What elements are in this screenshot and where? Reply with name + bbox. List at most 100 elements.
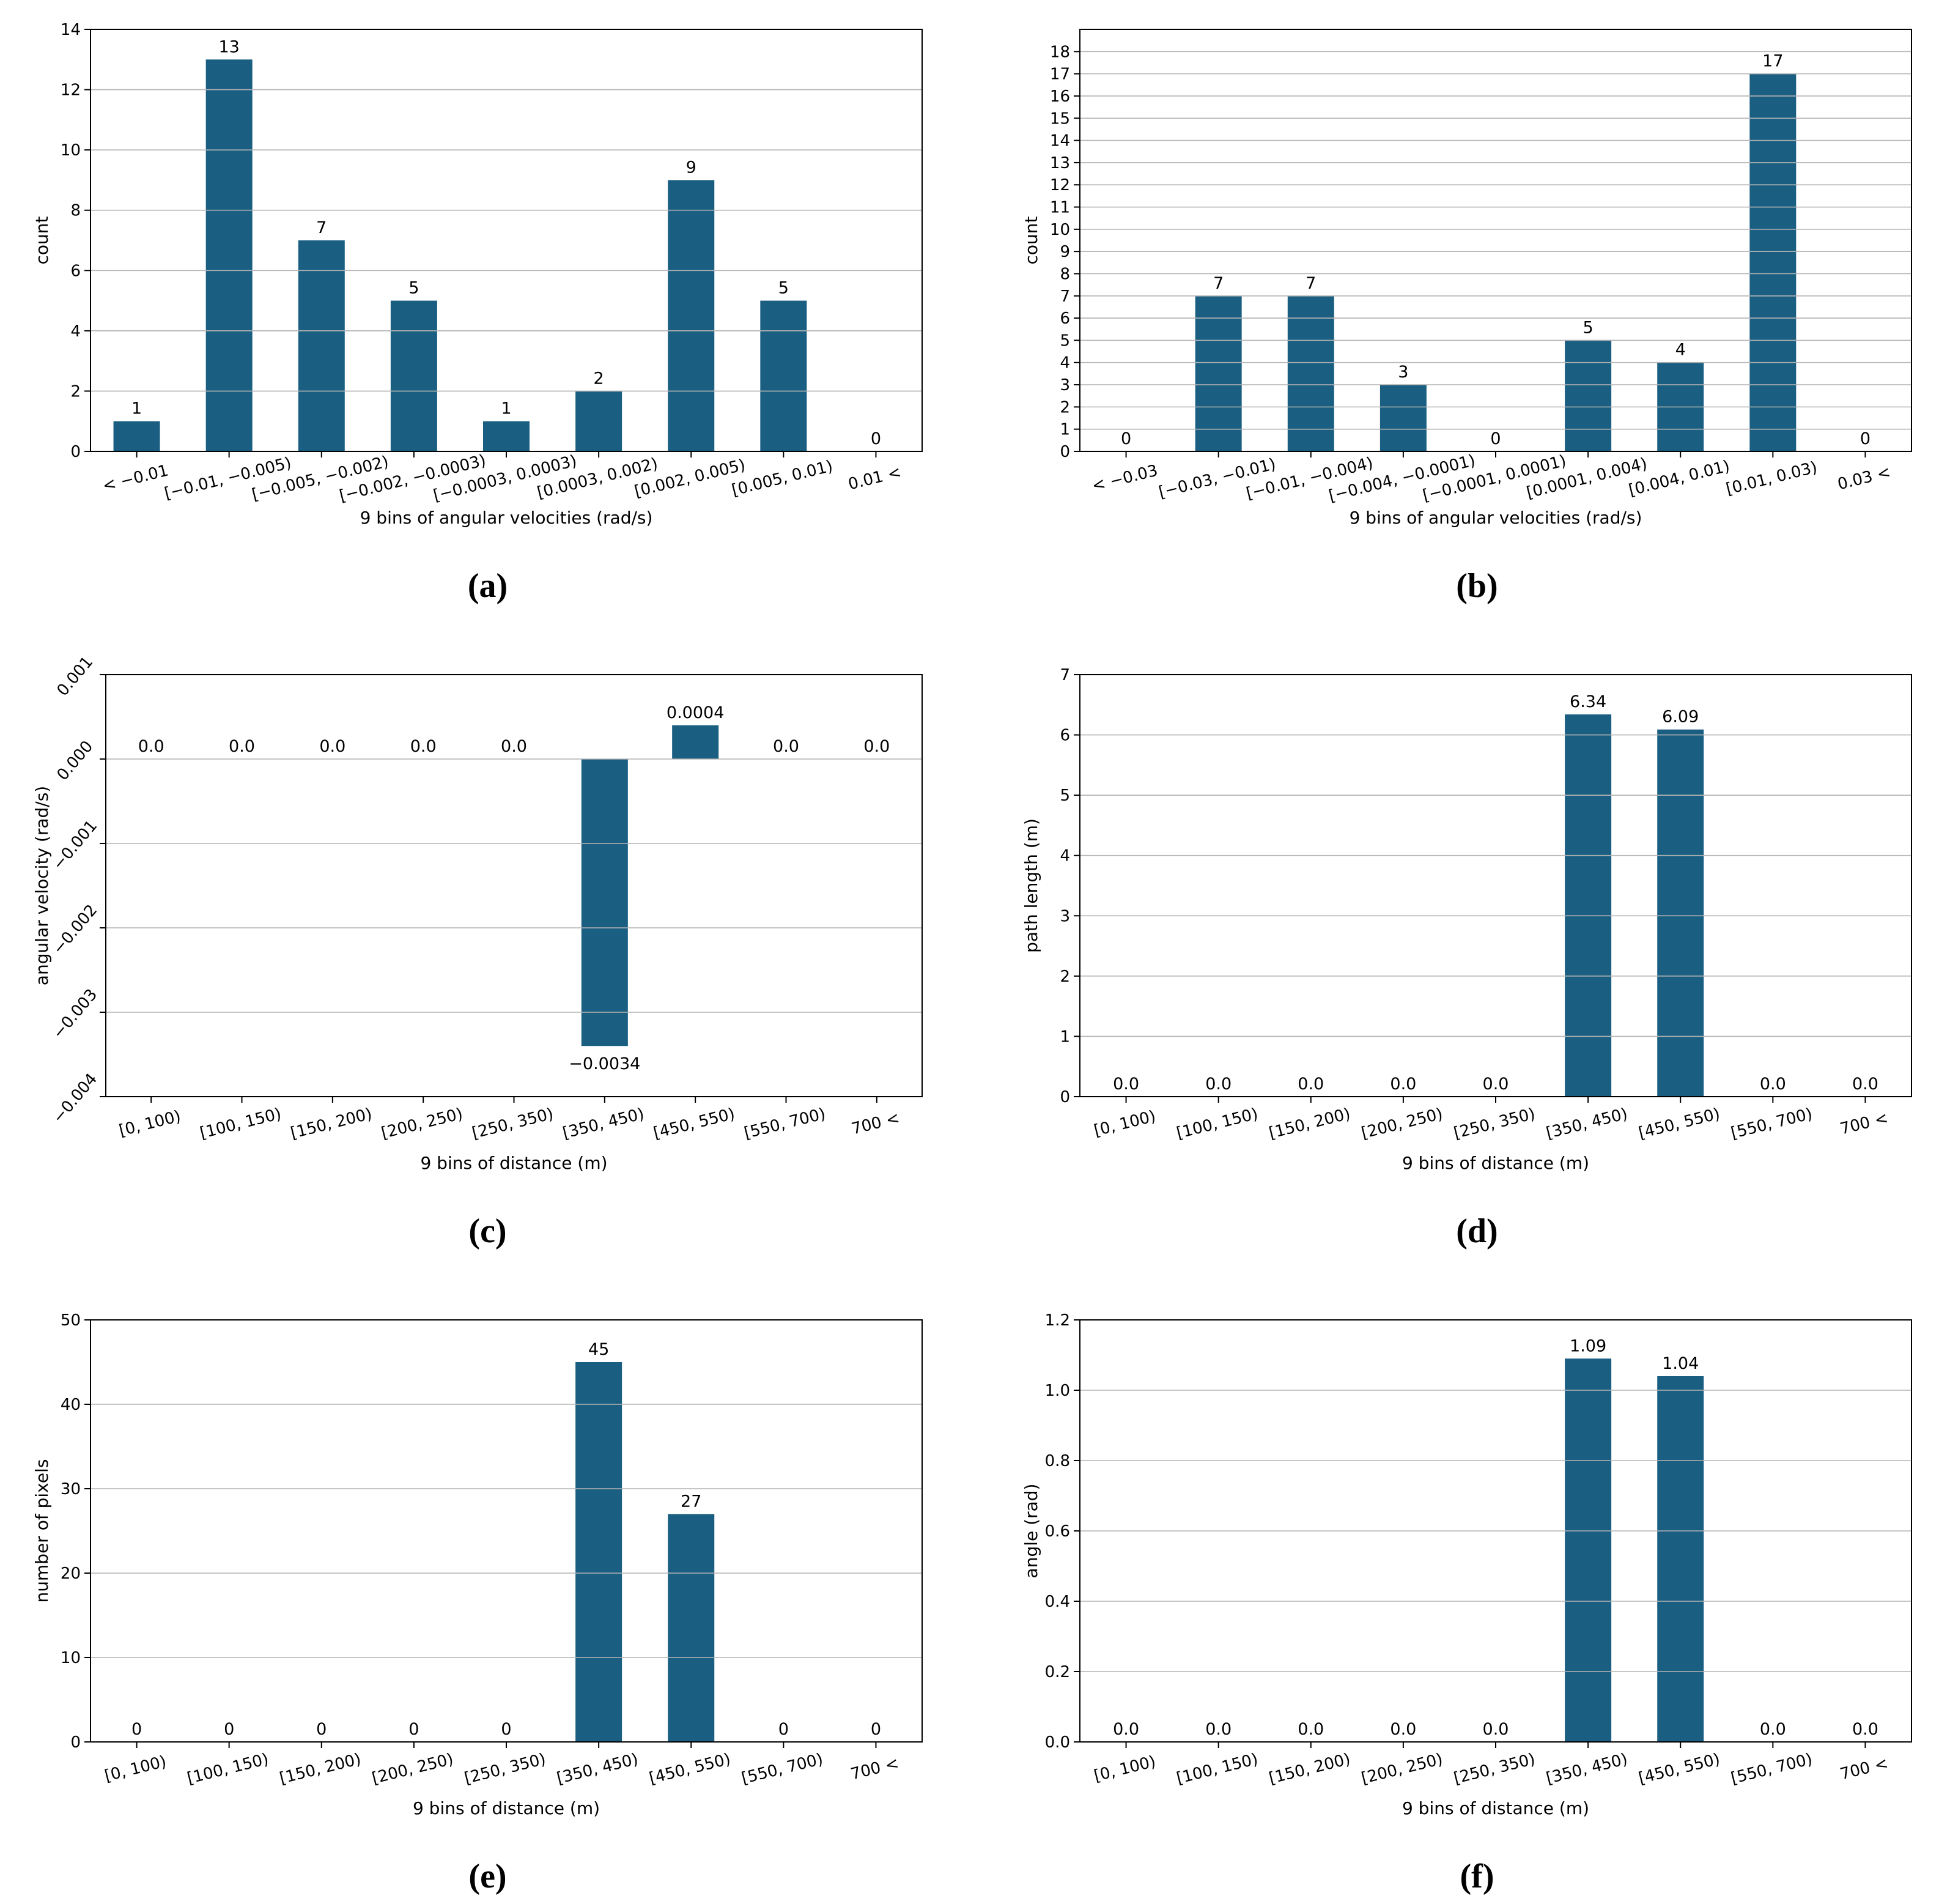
y-axis-label: count (32, 216, 52, 264)
bar-value-label: 0 (1490, 429, 1501, 448)
bar-value-label: 0.0 (773, 737, 799, 756)
x-tick-label: [250, 350) (470, 1105, 555, 1143)
x-axis-label: 9 bins of distance (m) (1402, 1153, 1589, 1173)
bar-value-label: 9 (685, 158, 696, 177)
bar-value-label: 1 (501, 399, 511, 418)
bar-a-2 (298, 240, 345, 451)
bar-value-label: 0.0 (1390, 1720, 1416, 1739)
bar-value-label: 0.0 (1759, 1075, 1786, 1094)
x-tick-label: [0.01, 0.03) (1724, 458, 1819, 498)
y-tick-label: −0.004 (49, 1070, 101, 1127)
bar-value-label: 6.34 (1570, 692, 1606, 711)
bar-c-5 (581, 759, 628, 1046)
x-tick-label: [450, 550) (651, 1105, 736, 1143)
y-tick-label: 1 (1060, 421, 1070, 439)
bar-c-6 (671, 725, 718, 759)
bar-value-label: 0.0 (1482, 1075, 1509, 1094)
y-tick-label: 4 (70, 322, 81, 341)
x-tick-label: [100, 150) (198, 1105, 283, 1143)
x-tick-label: [0, 100) (117, 1107, 182, 1140)
bar-f-6 (1656, 1376, 1704, 1742)
y-tick-label: 0 (1060, 1088, 1070, 1106)
y-tick-label: −0.001 (49, 817, 101, 873)
y-tick-label: 7 (1060, 287, 1070, 306)
bar-value-label: 0 (131, 1720, 141, 1739)
y-tick-label: 0.2 (1044, 1663, 1069, 1681)
x-tick-label: [100, 150) (185, 1750, 270, 1788)
bar-a-6 (667, 180, 714, 451)
x-axis-label: 9 bins of angular velocities (rad/s) (360, 508, 652, 528)
x-tick-label: 700 < (1838, 1754, 1890, 1784)
bar-e-5 (575, 1362, 622, 1742)
bar-value-label: 0.0004 (666, 703, 723, 722)
x-tick-label: [200, 250) (370, 1750, 455, 1788)
chart-b: 0 1 2 3 4 5 6 7 8 9 10 11 12 13 14 15 16 17 18 < −0.03 [−0.0… (969, 12, 1939, 606)
bar-value-label: 0 (408, 1720, 419, 1739)
caption-a: (a) (467, 567, 508, 605)
x-tick-label: [550, 700) (1729, 1750, 1814, 1788)
x-tick-label: [350, 450) (561, 1105, 646, 1143)
bar-value-label: 0.0 (1205, 1075, 1232, 1094)
chart-f: 0.0 0.2 0.4 0.6 0.8 1.0 1.2 [0, 100) [100, 150)[… (969, 1303, 1939, 1896)
bar-value-label: 0.0 (229, 737, 255, 756)
y-axis-label: angular velocity (rad/s) (32, 786, 52, 985)
bar-value-label: 3 (1398, 363, 1408, 382)
bar-value-label: 27 (681, 1492, 701, 1511)
bar-value-label: 1.09 (1570, 1336, 1606, 1355)
x-tick-label: < −0.03 (1090, 461, 1159, 495)
x-axis-label: 9 bins of angular velocities (rad/s) (1349, 508, 1642, 528)
y-axis-label: number of pixels (32, 1459, 52, 1603)
bar-a-3 (390, 300, 437, 451)
y-tick-label: 4 (1060, 847, 1070, 865)
y-tick-label: 18 (1049, 43, 1069, 61)
bar-d-5 (1564, 714, 1611, 1097)
x-tick-label: [200, 250) (1359, 1105, 1444, 1143)
x-tick-label: [350, 450) (555, 1750, 640, 1788)
x-tick-label: [200, 250) (1359, 1750, 1444, 1788)
bar-value-label: 1 (131, 399, 141, 418)
caption-e: (e) (468, 1858, 507, 1895)
bar-value-label: 0.0 (1852, 1720, 1878, 1739)
bar-value-label: 0.0 (1482, 1720, 1509, 1739)
y-tick-label: 0 (1060, 443, 1070, 461)
y-tick-label: 10 (60, 1649, 80, 1667)
y-tick-label: 0.6 (1044, 1522, 1069, 1541)
y-tick-label: 17 (1049, 65, 1069, 84)
bar-value-label: 0 (224, 1720, 234, 1739)
bar-value-label: 0.0 (1759, 1720, 1786, 1739)
bar-value-label: 0 (778, 1720, 788, 1739)
bar-value-label: 0.0 (1390, 1075, 1416, 1094)
y-tick-label: 3 (1060, 376, 1070, 395)
bar-b-1 (1195, 295, 1242, 451)
x-tick-label: 0.01 < (846, 463, 903, 494)
y-tick-label: 2 (1060, 398, 1070, 417)
y-tick-label: 0.001 (53, 658, 97, 700)
y-tick-label: 4 (1060, 354, 1070, 372)
bar-a-0 (113, 421, 160, 451)
bar-value-label: 0.0 (1298, 1720, 1324, 1739)
bar-a-7 (759, 300, 807, 451)
x-tick-label: [200, 250) (379, 1105, 464, 1143)
y-tick-label: 10 (60, 141, 80, 160)
y-tick-label: 15 (1049, 109, 1069, 128)
x-tick-label: [0, 100) (1092, 1107, 1158, 1140)
x-tick-label: [100, 150) (1175, 1105, 1260, 1143)
y-tick-label: 0.0 (1044, 1733, 1069, 1752)
y-tick-label: 2 (70, 382, 81, 401)
y-tick-label: 0.000 (53, 738, 97, 784)
x-tick-label: [250, 350) (1452, 1105, 1537, 1143)
bar-value-label: −0.0034 (569, 1054, 640, 1073)
bar-value-label: 0 (316, 1720, 327, 1739)
bar-value-label: 0 (1120, 429, 1131, 448)
y-tick-label: 1 (1060, 1028, 1070, 1046)
x-tick-label: 0.03 < (1836, 463, 1893, 494)
bar-value-label: 0.0 (863, 737, 890, 756)
y-tick-label: 5 (1060, 787, 1070, 805)
y-tick-label: 12 (60, 81, 80, 100)
bar-value-label: 0 (1860, 429, 1870, 448)
y-axis-label: angle (rad) (1021, 1484, 1041, 1579)
